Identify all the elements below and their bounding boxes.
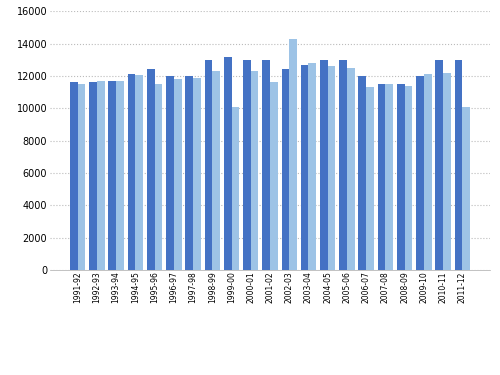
Bar	[358, 76, 366, 270]
Bar	[243, 60, 251, 270]
Bar	[174, 79, 182, 270]
Bar	[166, 76, 174, 270]
Bar	[366, 87, 374, 270]
Bar	[212, 71, 220, 270]
Bar	[262, 60, 270, 270]
Bar	[308, 63, 316, 270]
Bar	[328, 66, 336, 270]
Bar	[378, 84, 386, 270]
Bar	[251, 71, 258, 270]
Bar	[136, 75, 143, 270]
Bar	[128, 74, 136, 270]
Bar	[282, 69, 289, 270]
Bar	[404, 86, 412, 270]
Bar	[147, 69, 154, 270]
Bar	[443, 73, 451, 270]
Bar	[97, 81, 104, 270]
Bar	[193, 78, 201, 270]
Bar	[436, 60, 443, 270]
Bar	[397, 84, 404, 270]
Bar	[186, 76, 193, 270]
Bar	[339, 60, 347, 270]
Bar	[289, 39, 297, 270]
Bar	[424, 74, 432, 270]
Bar	[320, 60, 328, 270]
Bar	[108, 81, 116, 270]
Bar	[416, 76, 424, 270]
Bar	[301, 64, 308, 270]
Bar	[270, 82, 278, 270]
Bar	[154, 84, 162, 270]
Bar	[454, 60, 462, 270]
Bar	[347, 68, 354, 270]
Bar	[204, 60, 212, 270]
Bar	[224, 57, 232, 270]
Bar	[116, 81, 124, 270]
Bar	[462, 106, 470, 270]
Bar	[232, 106, 239, 270]
Bar	[386, 84, 393, 270]
Bar	[89, 82, 97, 270]
Bar	[70, 82, 78, 270]
Bar	[78, 84, 86, 270]
